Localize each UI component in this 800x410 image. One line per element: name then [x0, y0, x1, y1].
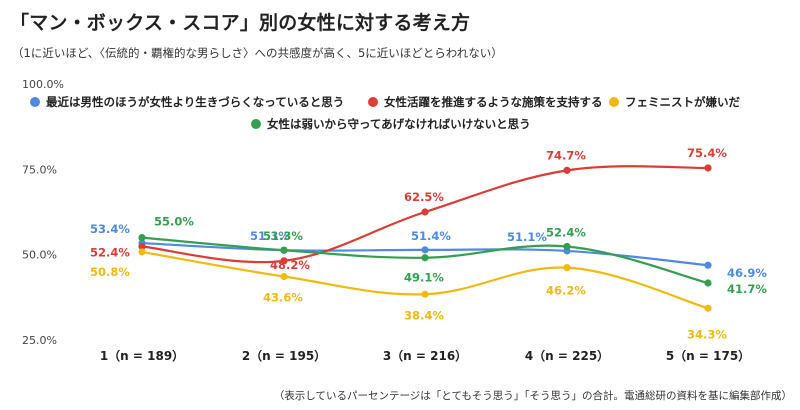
data-label: 43.6%	[263, 291, 303, 305]
data-point	[563, 242, 571, 251]
x-tick-label: 4（n = 225）	[525, 348, 609, 363]
x-tick-label: 3（n = 216）	[383, 348, 467, 363]
data-point	[421, 246, 429, 254]
chart-subtitle: （1に近いほど、〈伝統的・覇権的な男らしさ〉への共感度が高く、5に近いほどとらわ…	[12, 46, 503, 60]
data-point	[280, 272, 288, 281]
data-label: 50.8%	[90, 265, 130, 279]
x-tick-label: 5（n = 175）	[666, 348, 750, 363]
data-label: 46.2%	[546, 284, 586, 298]
data-point	[704, 164, 712, 172]
data-point	[138, 234, 146, 242]
legend-marker	[30, 97, 40, 107]
data-label: 46.9%	[727, 266, 767, 280]
data-point	[704, 279, 712, 287]
legend-label: フェミニストが嫌いだ	[625, 95, 740, 109]
legend-label: 女性は弱いから守ってあげなければいけないと思う	[267, 117, 531, 131]
legend-marker	[251, 119, 261, 129]
y-tick-label: 100.0%	[22, 78, 64, 91]
data-label: 52.4%	[90, 245, 130, 259]
data-point	[421, 254, 429, 262]
data-label: 62.5%	[404, 190, 444, 204]
data-label: 41.7%	[727, 282, 767, 296]
data-label: 51.3%	[250, 229, 290, 243]
data-point	[563, 166, 571, 174]
data-label: 51.4%	[411, 229, 451, 243]
legend-label: 女性活躍を推進するような施策を支持する	[384, 95, 603, 109]
data-point	[563, 264, 571, 272]
source-footnote: （表示しているパーセンテージは「とてもそう思う」「そう思う」の合計。電通総研の資…	[273, 390, 792, 402]
data-point	[280, 246, 288, 254]
data-label: 74.7%	[546, 148, 586, 162]
data-label: 34.3%	[687, 327, 727, 341]
data-label: 53.4%	[90, 222, 130, 236]
chart-title: 「マン・ボックス・スコア」別の女性に対する考え方	[10, 12, 471, 34]
legend-label: 最近は男性のほうが女性より生きづらくなっていると思う	[46, 95, 344, 109]
legend-marker	[368, 97, 378, 107]
data-point	[704, 261, 712, 269]
data-label: 38.4%	[404, 308, 444, 322]
data-label: 51.3%	[263, 229, 303, 243]
data-label: 55.0%	[154, 215, 194, 229]
data-point	[280, 257, 288, 265]
data-label: 48.2%	[270, 258, 310, 272]
x-tick-label: 2（n = 195）	[242, 348, 326, 363]
y-tick-label: 25.0%	[22, 334, 57, 347]
y-tick-label: 50.0%	[22, 249, 57, 262]
data-point	[421, 290, 429, 298]
data-point	[138, 248, 146, 256]
legend-marker	[609, 97, 619, 107]
data-point	[421, 208, 429, 216]
data-label: 75.4%	[687, 146, 727, 160]
data-point	[138, 242, 146, 251]
data-label: 51.1%	[507, 230, 547, 244]
data-label: 49.1%	[404, 271, 444, 285]
data-label: 52.4%	[546, 225, 586, 239]
data-point	[704, 304, 712, 312]
y-tick-label: 75.0%	[22, 163, 57, 176]
x-tick-label: 1（n = 189）	[100, 348, 184, 363]
